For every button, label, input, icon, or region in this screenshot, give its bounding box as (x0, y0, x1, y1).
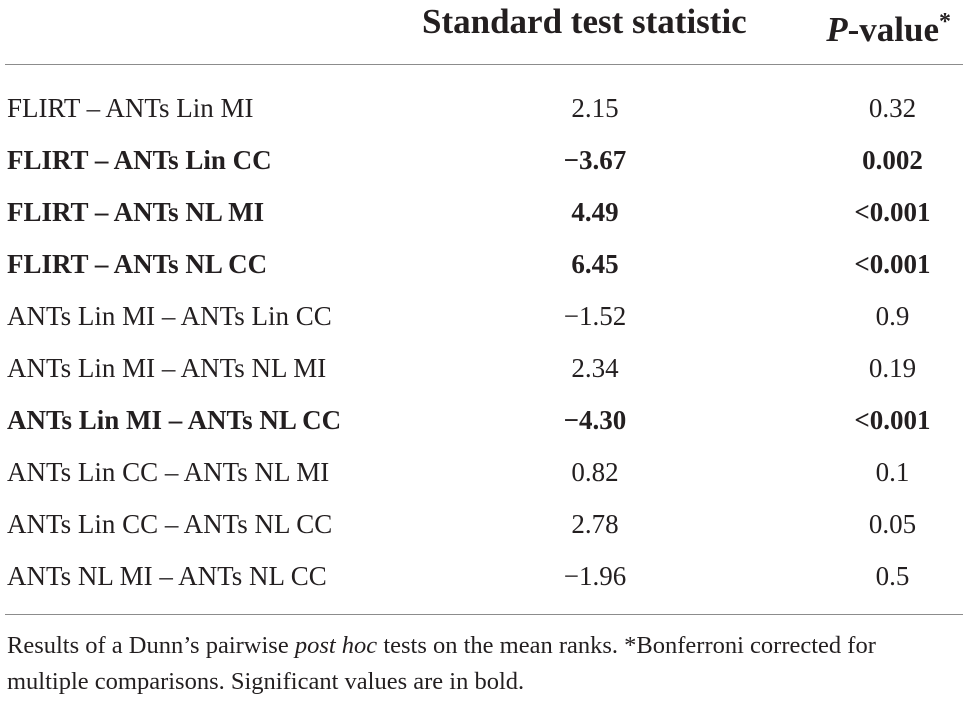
p-value-cell: 0.5 (875, 561, 910, 591)
statistic-cell: 2.78 (571, 509, 619, 539)
p-value-cell: 0.1 (875, 457, 910, 487)
p-value-cell: <0.001 (854, 249, 931, 279)
statistic-cell: 4.49 (571, 197, 619, 227)
comparison-cell: ANTs NL MI – ANTs NL CC (7, 561, 327, 591)
header-footnote-marker: * (939, 9, 951, 35)
table-row: ANTs Lin MI – ANTs NL MI 2.34 0.19 (0, 342, 968, 394)
statistic-cell: −1.96 (563, 561, 627, 591)
p-value-cell: 0.9 (875, 301, 910, 331)
p-value-cell: 0.32 (868, 93, 917, 123)
comparison-cell: FLIRT – ANTs NL MI (7, 197, 265, 227)
table-row: FLIRT – ANTs Lin MI 2.15 0.32 (0, 82, 968, 134)
footnote-text-end: tests on the mean ranks. *Bonferroni cor… (7, 632, 876, 695)
p-value-cell: <0.001 (854, 197, 931, 227)
header-p-letter: P (826, 10, 848, 49)
comparison-cell: ANTs Lin MI – ANTs Lin CC (7, 301, 332, 331)
statistic-cell: 0.82 (571, 457, 619, 487)
header-divider (5, 64, 963, 65)
statistic-cell: 2.34 (571, 353, 619, 383)
footnote-text-start: Results of a Dunn’s pairwise (7, 632, 295, 659)
statistic-cell: 2.15 (571, 93, 619, 123)
statistic-cell: −1.52 (563, 301, 627, 331)
comparison-cell: ANTs Lin MI – ANTs NL MI (7, 353, 327, 383)
footnote-italic-text: post hoc (294, 632, 378, 659)
header-statistic: Standard test statistic (422, 2, 747, 41)
table-row: FLIRT – ANTs NL CC 6.45 <0.001 (0, 238, 968, 290)
header-p-value: P-value* (826, 0, 951, 49)
table-row: ANTs NL MI – ANTs NL CC −1.96 0.5 (0, 550, 968, 602)
table-row: ANTs Lin MI – ANTs NL CC −4.30 <0.001 (0, 394, 968, 446)
statistic-cell: −3.67 (563, 145, 627, 175)
p-value-cell: 0.05 (868, 509, 917, 539)
table-row: ANTs Lin CC – ANTs NL MI 0.82 0.1 (0, 446, 968, 498)
comparison-cell: FLIRT – ANTs Lin MI (7, 93, 254, 123)
p-value-cell: 0.19 (868, 353, 917, 383)
p-value-cell: <0.001 (854, 405, 931, 435)
comparison-cell: FLIRT – ANTs Lin CC (7, 145, 272, 175)
table-row: FLIRT – ANTs NL MI 4.49 <0.001 (0, 186, 968, 238)
table-body: FLIRT – ANTs Lin MI 2.15 0.32 FLIRT – ANTs … (0, 82, 968, 602)
statistic-cell: 6.45 (571, 249, 619, 279)
table-bottom-divider (5, 614, 963, 615)
table-row: FLIRT – ANTs Lin CC −3.67 0.002 (0, 134, 968, 186)
p-value-cell: 0.002 (862, 145, 923, 175)
comparison-cell: ANTs Lin MI – ANTs NL CC (7, 405, 342, 435)
comparison-cell: ANTs Lin CC – ANTs NL MI (7, 457, 330, 487)
table-row: ANTs Lin MI – ANTs Lin CC −1.52 0.9 (0, 290, 968, 342)
comparison-cell: FLIRT – ANTs NL CC (7, 249, 268, 279)
table-row: ANTs Lin CC – ANTs NL CC 2.78 0.05 (0, 498, 968, 550)
table-header: Standard test statistic P-value* (0, 0, 968, 64)
header-value-word: -value (847, 10, 939, 49)
comparison-cell: ANTs Lin CC – ANTs NL CC (7, 509, 333, 539)
statistic-cell: −4.30 (563, 405, 627, 435)
table-footnote: Results of a Dunn’s pairwise post hoc te… (7, 628, 962, 700)
